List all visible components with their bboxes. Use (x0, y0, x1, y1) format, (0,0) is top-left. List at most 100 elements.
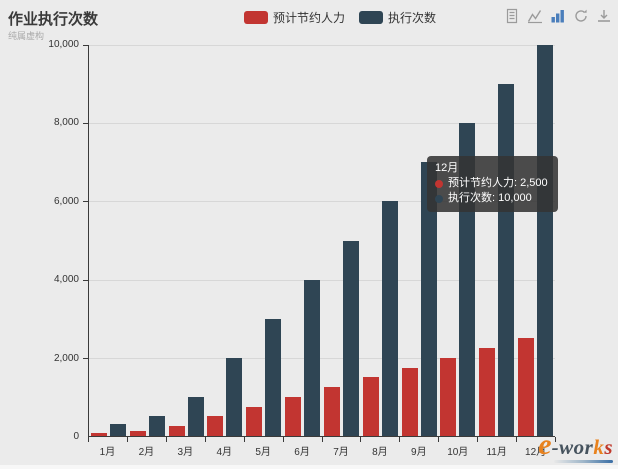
bar-group-12月 (516, 45, 555, 436)
x-axis-tick (438, 437, 440, 442)
bar-预计节约人力-5月[interactable] (246, 406, 263, 436)
bar-执行次数-2月[interactable] (148, 416, 165, 436)
bar-预计节约人力-4月[interactable] (207, 416, 224, 436)
tooltip: 12月 预计节约人力: 2,500 执行次数: 10,000 (427, 156, 558, 212)
bar-预计节约人力-10月[interactable] (440, 357, 457, 436)
x-axis-tick (88, 437, 89, 442)
chart-title: 作业执行次数 (8, 11, 99, 28)
x-axis-label-9月: 9月 (411, 447, 427, 458)
bar-预计节约人力-1月[interactable] (90, 433, 107, 436)
bar-预计节约人力-9月[interactable] (401, 367, 418, 436)
y-axis-label: 4,000 (53, 274, 79, 286)
gridline (89, 45, 555, 46)
x-axis-label-8月: 8月 (372, 447, 388, 458)
legend-label-saved-manpower: 预计节约人力 (273, 11, 346, 25)
eworks-logo-underline (553, 460, 613, 463)
bar-group-5月 (244, 45, 283, 436)
x-axis-tick (126, 437, 128, 442)
bar-执行次数-3月[interactable] (187, 396, 204, 436)
y-axis-tick (83, 123, 88, 125)
x-axis-ticks (88, 437, 556, 443)
bar-执行次数-4月[interactable] (226, 357, 243, 436)
y-axis-label: 6,000 (53, 195, 79, 207)
legend-item-saved-manpower[interactable]: 预计节约人力 (244, 9, 345, 26)
eworks-logo-k: k (593, 435, 605, 459)
bar-group-10月 (438, 45, 477, 436)
tooltip-row-saved-manpower: 预计节约人力: 2,500 (435, 176, 548, 191)
bar-预计节约人力-3月[interactable] (168, 426, 185, 436)
x-axis-tick (360, 437, 362, 442)
bar-预计节约人力-2月[interactable] (129, 431, 146, 436)
bar-执行次数-8月[interactable] (381, 201, 398, 436)
bar-预计节约人力-6月[interactable] (285, 396, 302, 436)
y-axis-tick (83, 45, 88, 46)
tooltip-title: 12月 (435, 162, 459, 174)
chart-subtitle: 纯属虚构 (8, 31, 45, 41)
legend: 预计节约人力 执行次数 (244, 9, 436, 26)
x-axis-label-2月: 2月 (138, 447, 155, 458)
y-axis-label: 10,000 (48, 39, 79, 50)
bar-预计节约人力-7月[interactable] (323, 387, 340, 436)
bar-预计节约人力-12月[interactable] (518, 338, 535, 436)
legend-label-exec-count: 执行次数 (388, 11, 437, 25)
bar-执行次数-7月[interactable] (342, 240, 359, 436)
bar-执行次数-12月[interactable] (537, 45, 554, 436)
plot-area (83, 45, 555, 437)
legend-swatch-saved-manpower (244, 11, 268, 24)
bar-执行次数-9月[interactable] (420, 162, 437, 436)
tooltip-value-saved-manpower: 预计节约人力: 2,500 (448, 177, 548, 189)
x-axis-label-1月: 1月 (99, 447, 116, 458)
bar-group-4月 (205, 45, 244, 436)
gridline (89, 201, 555, 203)
bar-group-3月 (167, 45, 206, 436)
eworks-logo-s: s (604, 435, 613, 459)
legend-item-exec-count[interactable]: 执行次数 (359, 9, 436, 26)
bar-执行次数-11月[interactable] (498, 84, 515, 436)
gridline (89, 357, 555, 359)
y-axis-label: 2,000 (53, 352, 79, 364)
data-view-icon[interactable] (503, 7, 520, 24)
y-axis-labels: 0 2,000 4,000 6,000 8,000 10,000 (0, 39, 87, 442)
y-axis-label: 8,000 (53, 117, 79, 129)
restore-icon[interactable] (572, 7, 589, 24)
x-axis-tick (321, 437, 323, 442)
bar-执行次数-5月[interactable] (265, 318, 282, 436)
y-axis-tick (83, 357, 88, 359)
bar-预计节约人力-8月[interactable] (362, 377, 379, 436)
bar-group-2月 (128, 45, 167, 436)
x-axis-label-12月: 12月 (525, 447, 547, 458)
x-axis-tick (204, 437, 206, 442)
eworks-logo-e: e (538, 428, 552, 461)
x-axis-tick (399, 437, 401, 442)
bar-执行次数-1月[interactable] (109, 424, 126, 436)
toolbox (503, 7, 612, 24)
bar-执行次数-6月[interactable] (304, 279, 321, 436)
x-axis-labels: 1月 2月 3月 4月 5月 6月 7月 8月 9月 10月 11月 12月 (88, 443, 555, 458)
x-axis-tick (282, 437, 284, 442)
x-axis-tick (243, 437, 245, 442)
series-dot-icon (435, 194, 443, 203)
bar-group-6月 (283, 45, 322, 436)
x-axis-tick (165, 437, 167, 442)
eworks-logo-wor: -wor (551, 435, 594, 459)
y-axis-tick (83, 201, 88, 203)
x-axis-tick (477, 437, 479, 442)
bar-chart-icon[interactable] (549, 7, 566, 24)
line-chart-icon[interactable] (526, 7, 543, 24)
gridline (89, 123, 555, 125)
x-axis-label-3月: 3月 (177, 447, 194, 458)
x-axis-label-5月: 5月 (255, 447, 271, 458)
save-image-icon[interactable] (595, 7, 612, 24)
legend-swatch-exec-count (359, 11, 384, 24)
x-axis-label-4月: 4月 (216, 447, 232, 458)
x-axis-label-6月: 6月 (294, 447, 310, 458)
series-dot-icon (435, 179, 443, 188)
x-axis-label-11月: 11月 (486, 447, 507, 458)
x-axis-tick (516, 437, 518, 442)
bar-预计节约人力-11月[interactable] (479, 348, 496, 436)
x-axis-label-10月: 10月 (447, 447, 469, 458)
y-axis-tick (83, 279, 88, 281)
bar-group-8月 (361, 45, 400, 436)
bar-group-11月 (477, 45, 516, 436)
